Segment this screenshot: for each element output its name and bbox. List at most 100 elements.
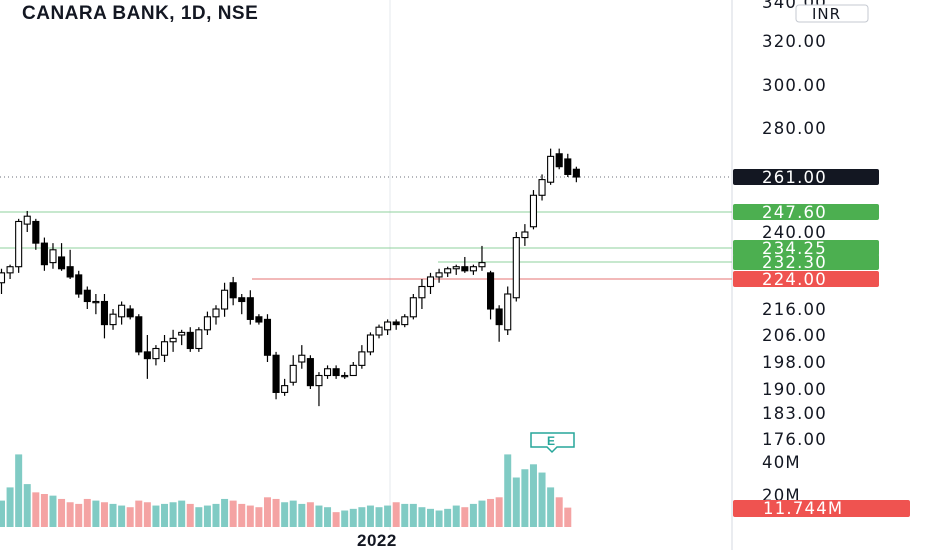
candle[interactable] [521,224,529,246]
volume-bar [332,512,340,527]
candle[interactable] [212,305,220,325]
volume-bar [212,503,220,527]
candle[interactable] [469,264,477,275]
candle[interactable] [49,243,57,269]
candle[interactable] [281,378,289,396]
candle[interactable] [40,237,48,271]
candle[interactable] [375,324,383,339]
candle[interactable] [332,365,340,379]
candle[interactable] [135,314,143,356]
candle[interactable] [229,276,237,306]
candle[interactable] [323,365,332,379]
candle[interactable] [495,305,503,342]
candle[interactable] [392,319,400,330]
candle[interactable] [143,335,151,379]
volume-bar [289,500,297,527]
volume-bar [143,502,151,527]
candle[interactable] [126,305,134,320]
price-tick-label: 206.00 [762,326,827,345]
candle[interactable] [289,355,297,386]
price-tick-label: 320.00 [762,32,827,51]
candle[interactable] [152,345,160,366]
candle[interactable] [272,351,280,400]
candle[interactable] [315,372,323,407]
candle[interactable] [547,148,555,185]
candle[interactable] [246,290,254,325]
candle[interactable] [169,329,177,352]
level-tag-label: 224.00 [762,270,827,289]
volume-bar [547,487,555,527]
candle[interactable] [538,174,546,201]
candle[interactable] [366,332,374,356]
candle[interactable] [58,243,66,271]
candle[interactable] [358,345,366,369]
volume-bar [75,503,83,527]
candle[interactable] [32,218,40,250]
candle[interactable] [572,166,580,183]
candle[interactable] [92,294,100,315]
candle[interactable] [418,279,426,309]
candle[interactable] [109,309,117,330]
candle[interactable] [512,232,520,302]
candle[interactable] [478,245,486,271]
candle[interactable] [0,268,6,294]
candle[interactable] [238,294,246,315]
candle[interactable] [298,345,306,369]
volume-bar [58,498,66,527]
candle[interactable] [75,270,83,298]
candle[interactable] [555,148,563,170]
candle[interactable] [186,327,194,352]
candle[interactable] [178,329,186,346]
price-tick-label: 198.00 [762,353,827,372]
candle[interactable] [426,272,435,294]
level-tag-last_price [733,169,879,185]
candle[interactable] [401,314,409,328]
earnings-marker[interactable]: E [530,432,575,454]
candle[interactable] [83,286,91,310]
volume-bar [555,497,563,527]
candle[interactable] [203,311,211,335]
candle[interactable] [221,282,229,317]
candle[interactable] [564,153,572,177]
candle[interactable] [452,264,460,275]
volume-bar [401,503,409,527]
candle[interactable] [461,256,469,273]
candle[interactable] [349,362,357,377]
candle[interactable] [306,355,314,389]
candle[interactable] [487,270,495,320]
currency-label: INR [812,5,841,23]
candle[interactable] [529,190,538,230]
candle[interactable] [444,266,452,277]
candle[interactable] [341,372,349,379]
volume-bar [161,503,169,527]
volume-bar [23,484,31,527]
candle[interactable] [23,210,31,232]
volume-bar [6,487,14,527]
candle[interactable] [384,319,392,335]
volume-bar [478,500,486,527]
volume-bar [100,502,108,527]
level-tag-label: 234.25 [762,239,827,258]
level-tag-label: 261.00 [762,168,827,187]
volume-bar [487,498,495,527]
candle[interactable] [66,249,74,279]
currency-box[interactable] [795,4,869,23]
candle[interactable] [255,314,263,325]
candle[interactable] [15,218,23,273]
volume-bar [135,500,143,527]
candle[interactable] [160,335,169,362]
candle[interactable] [263,314,272,362]
volume-bar [324,507,332,527]
candle[interactable] [118,301,126,325]
candle[interactable] [504,286,512,336]
candle[interactable] [409,294,417,320]
candle[interactable] [435,268,443,283]
level-tag-support [733,204,879,220]
candle[interactable] [6,264,14,279]
chart-title: CANARA BANK, 1D, NSE [22,3,258,24]
volume-bar [49,495,57,527]
candle[interactable] [195,327,203,352]
candle[interactable] [100,294,109,339]
volume-bar [0,500,5,527]
